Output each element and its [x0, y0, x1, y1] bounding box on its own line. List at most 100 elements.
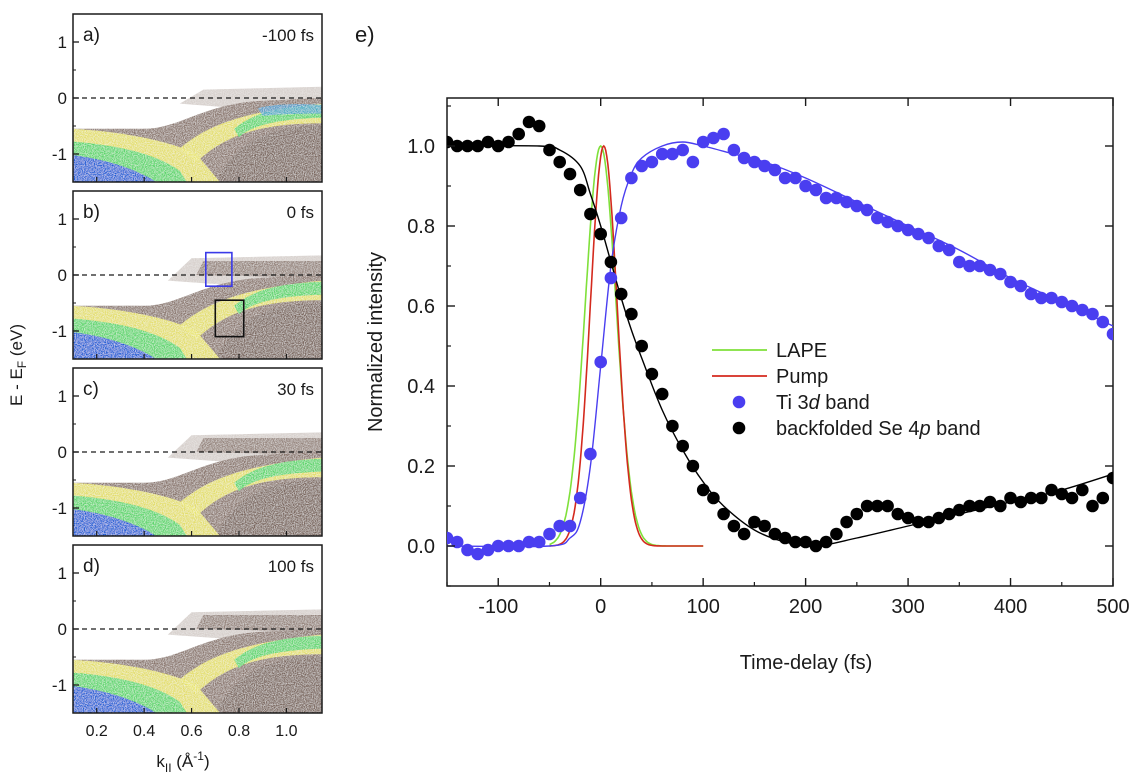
ti-3d-point	[891, 219, 905, 233]
arpes-x-tick-label: 0.6	[180, 723, 202, 740]
ti-3d-point	[1014, 279, 1028, 293]
chart-series-area	[447, 115, 1113, 561]
ti-3d-point	[737, 151, 751, 165]
ti-3d-point	[543, 527, 556, 541]
ti-3d-point	[778, 171, 792, 185]
ti-3d-point	[635, 159, 648, 173]
panel-y-tick-label: 0	[58, 620, 67, 639]
panel-y-tick-label: -1	[52, 145, 67, 164]
se-4p-point	[994, 499, 1007, 513]
se-4p-point	[666, 419, 679, 433]
y-tick-label: 0.2	[407, 456, 435, 478]
se-4p-point	[799, 535, 812, 549]
chart-x-axis-label: Time-delay (fs)	[740, 652, 873, 674]
se-4p-point	[789, 535, 802, 549]
arpes-panel-c: 1 0 -1 c) 30 fs	[52, 367, 323, 537]
roi-box-black	[214, 299, 245, 338]
ti-3d-point	[748, 155, 761, 169]
panel-y-tick-label: 1	[58, 210, 67, 229]
se-4p-point	[522, 115, 536, 129]
panel-y-tick-label: -1	[52, 322, 67, 341]
ti-3d-point	[942, 243, 956, 257]
ti-3d-point	[840, 195, 853, 209]
se-4p-point	[625, 307, 638, 321]
ti-3d-point	[1076, 303, 1089, 317]
ti-3d-point	[655, 147, 669, 161]
series-line-pump	[549, 144, 704, 547]
y-tick-label: 0.6	[407, 296, 435, 318]
se-4p-point	[840, 515, 853, 529]
ti-3d-point	[830, 191, 843, 205]
panel-e-label: e)	[355, 22, 375, 47]
arpes-panel-d: 1 0 -1 d) 100 fs	[52, 544, 323, 714]
chart-legend: LAPE Pump Ti 3d band backfolded Se 4p band	[712, 340, 981, 440]
arpes-x-tick-label: 1.0	[275, 723, 297, 740]
band-lower-blue	[73, 686, 156, 713]
x-tick-label: -100	[478, 596, 518, 618]
se-4p-point	[819, 535, 833, 549]
panel-y-tick-label: 0	[58, 443, 67, 462]
excited-states-band	[196, 438, 322, 455]
roi-box-blue	[205, 251, 233, 288]
x-tick-label: 0	[595, 596, 606, 618]
se-4p-point	[830, 527, 843, 541]
ti-3d-point	[584, 447, 597, 461]
ti-3d-point	[625, 171, 638, 185]
ti-3d-point	[932, 239, 946, 253]
band-upper-green	[234, 281, 322, 315]
se-4p-point	[768, 527, 782, 541]
se-4p-point	[594, 227, 607, 241]
ti-3d-point	[1024, 287, 1038, 301]
se-4p-point	[871, 499, 884, 513]
ti-3d-point	[922, 231, 935, 245]
se-4p-point	[860, 499, 874, 513]
band-lower-region	[215, 480, 322, 536]
se-4p-point	[881, 499, 894, 513]
excited-states-band	[196, 261, 322, 278]
ti-3d-point	[881, 215, 894, 229]
se-4p-point	[758, 519, 771, 533]
time-delay-chart: e) -100 0 100 200 300 400 500 0.0 0.2 0.4 0.6 0.8 1.…	[355, 22, 1130, 674]
legend-marker-ti	[732, 395, 746, 409]
legend-label-ti: Ti 3d band	[776, 392, 870, 414]
ti-3d-point	[768, 163, 782, 177]
chart-axes: -100 0 100 200 300 400 500 0.0 0.2 0.4 0.6 0.8 1.0	[407, 98, 1130, 618]
panel-delay-label: 100 fs	[268, 557, 314, 576]
se-4p-point	[1045, 483, 1058, 497]
se-4p-point	[1106, 471, 1113, 485]
band-lower-region	[215, 126, 322, 182]
ti-3d-point	[1004, 275, 1017, 289]
se-4p-point	[942, 507, 956, 521]
panel-y-tick-label: -1	[52, 499, 67, 518]
ti-3d-point	[789, 171, 802, 185]
se-4p-point	[953, 503, 966, 517]
panel-letter: d)	[83, 556, 100, 577]
se-4p-point	[635, 339, 648, 353]
arpes-panel-b: 1 0 -1 b) 0 fs	[52, 190, 323, 360]
panel-letter: c)	[83, 379, 99, 400]
ti-3d-point	[676, 143, 689, 157]
legend-marker-se	[732, 421, 746, 435]
band-upper-green	[234, 458, 322, 492]
x-tick-label: 300	[891, 596, 924, 618]
ti-3d-point	[871, 211, 884, 225]
x-tick-label: 500	[1096, 596, 1129, 618]
band-lower-blue	[73, 332, 156, 359]
ti-3d-point	[819, 191, 833, 205]
x-tick-label: 100	[686, 596, 719, 618]
ti-3d-point	[850, 199, 864, 213]
ti-3d-point	[994, 267, 1007, 281]
ti-3d-point	[809, 183, 823, 197]
se-4p-point	[481, 135, 495, 149]
band-lower-region	[215, 657, 322, 713]
ti-3d-point	[573, 491, 587, 505]
ti-3d-point	[727, 143, 741, 157]
ti-3d-point	[481, 543, 495, 557]
ti-3d-point	[953, 255, 966, 269]
se-4p-point	[676, 439, 689, 453]
panel-y-tick-label: 0	[58, 266, 67, 285]
ti-3d-point	[471, 547, 485, 561]
se-4p-point	[491, 139, 505, 153]
ti-3d-point	[686, 155, 700, 169]
